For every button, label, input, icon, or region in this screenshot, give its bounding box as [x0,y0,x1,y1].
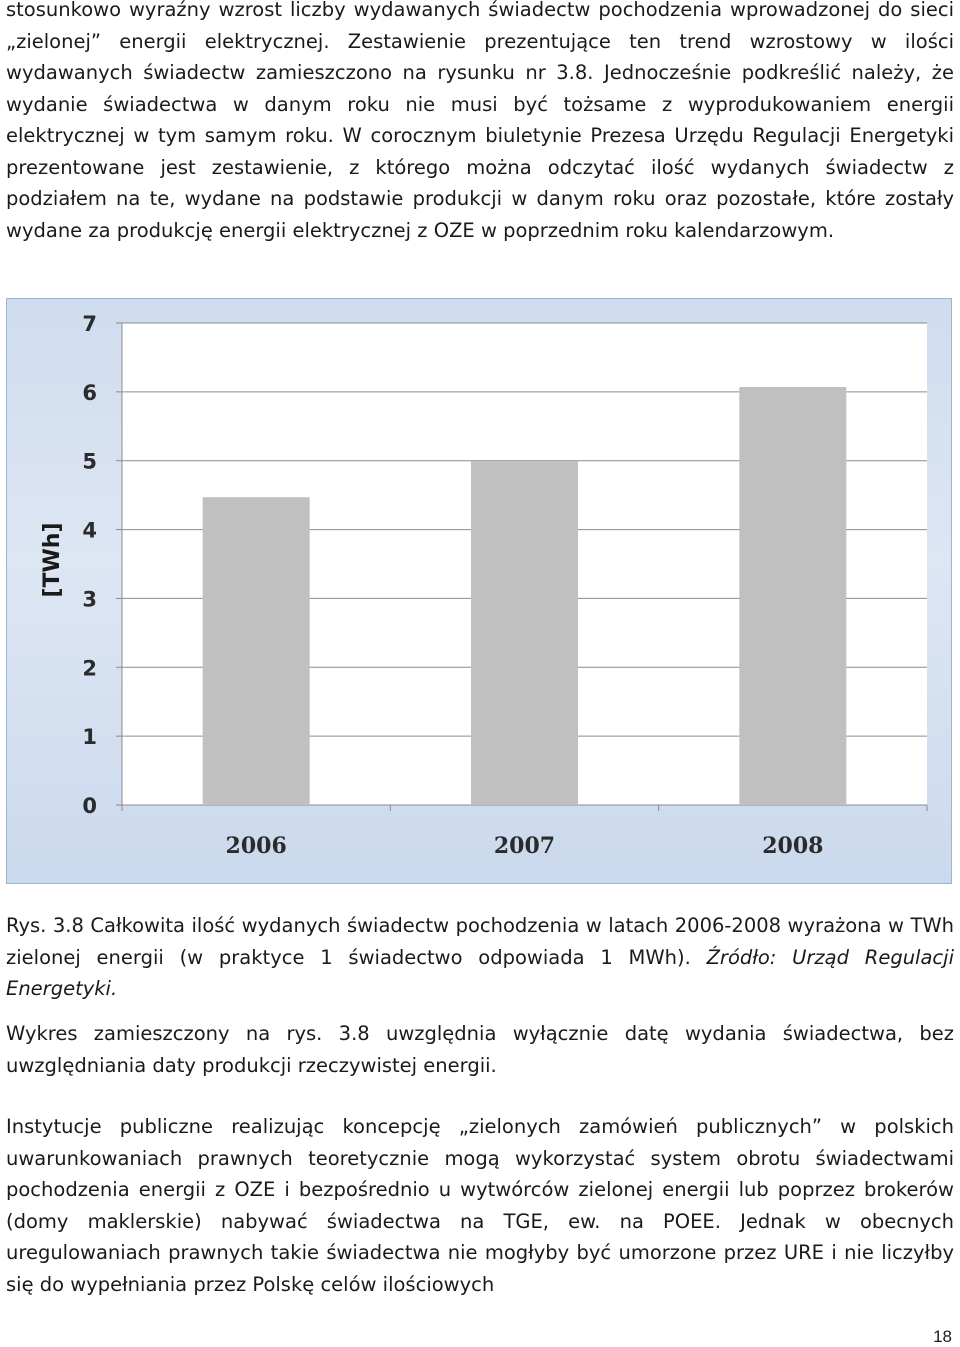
x-tick-label: 2006 [226,833,287,859]
intro-paragraph: stosunkowo wyraźny wzrost liczby wydawan… [6,0,954,246]
public-procurement-paragraph: Instytucje publiczne realizując koncepcj… [6,1111,954,1300]
figure-caption: Rys. 3.8 Całkowita ilość wydanych świade… [6,910,954,1005]
chart-note-text: Wykres zamieszczony na rys. 3.8 uwzględn… [6,1022,954,1077]
y-tick-label: 3 [82,587,97,611]
y-tick-label: 7 [82,312,97,336]
bar-chart-svg: 0 1 2 3 4 5 6 7 2006 2007 2008 [TWh] [40,312,928,859]
y-tick-label: 2 [82,656,97,680]
y-tick-label: 0 [82,794,97,818]
y-axis-label: [TWh] [40,522,65,597]
bar-chart: 0 1 2 3 4 5 6 7 2006 2007 2008 [TWh] [6,298,952,884]
page-number: 18 [933,1327,952,1346]
x-tick-label: 2008 [762,833,823,859]
public-procurement-text: Instytucje publiczne realizując koncepcj… [6,1115,954,1296]
chart-note-paragraph: Wykres zamieszczony na rys. 3.8 uwzględn… [6,1018,954,1081]
caption-text: Rys. 3.8 Całkowita ilość wydanych świade… [6,914,954,969]
intro-paragraph-text: stosunkowo wyraźny wzrost liczby wydawan… [6,0,954,242]
y-tick-label: 4 [82,519,97,543]
y-tick-label: 6 [82,381,97,405]
x-tick-label: 2007 [494,833,555,859]
caption-source: Źródło: Urząd Regulacji Energetyki. [6,945,954,1001]
y-tick-label: 5 [82,450,97,474]
bar-2007 [471,461,578,805]
y-tick-label: 1 [82,725,97,749]
bar-2006 [202,497,310,805]
bar-2008 [739,387,847,805]
